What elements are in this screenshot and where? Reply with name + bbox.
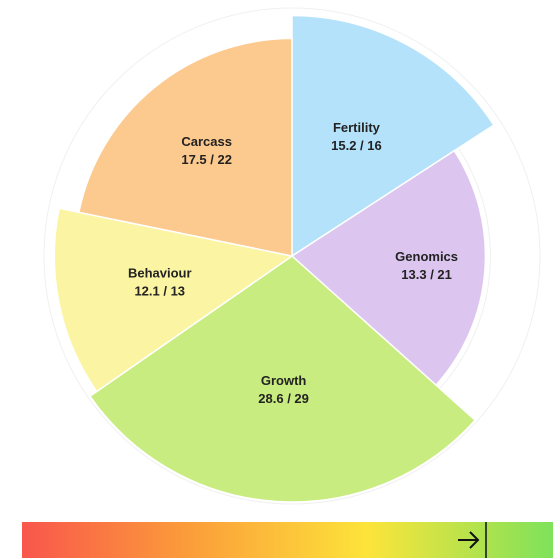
- value-label: 28.6 / 29: [258, 391, 309, 406]
- category-label: Fertility: [333, 120, 381, 135]
- category-label: Behaviour: [128, 266, 192, 281]
- sector: [53, 207, 294, 393]
- labels: Fertility 15.2 / 16 Genomics 13.3 / 21 Growt…: [128, 120, 458, 406]
- sector: [77, 37, 293, 257]
- value-label: 13.3 / 21: [401, 267, 452, 282]
- sectors: [53, 14, 495, 503]
- category-label: Carcass: [181, 134, 232, 149]
- sector: [290, 149, 487, 387]
- value-label: 17.5 / 22: [181, 152, 232, 167]
- category-label: Growth: [261, 373, 307, 388]
- grid-circle: [43, 7, 541, 505]
- sector: [88, 255, 477, 503]
- value-label: 12.1 / 13: [134, 284, 185, 299]
- sector: [291, 14, 495, 258]
- arrow-icon: [458, 531, 480, 549]
- value-label: 15.2 / 16: [331, 138, 382, 153]
- category-label: Genomics: [395, 249, 458, 264]
